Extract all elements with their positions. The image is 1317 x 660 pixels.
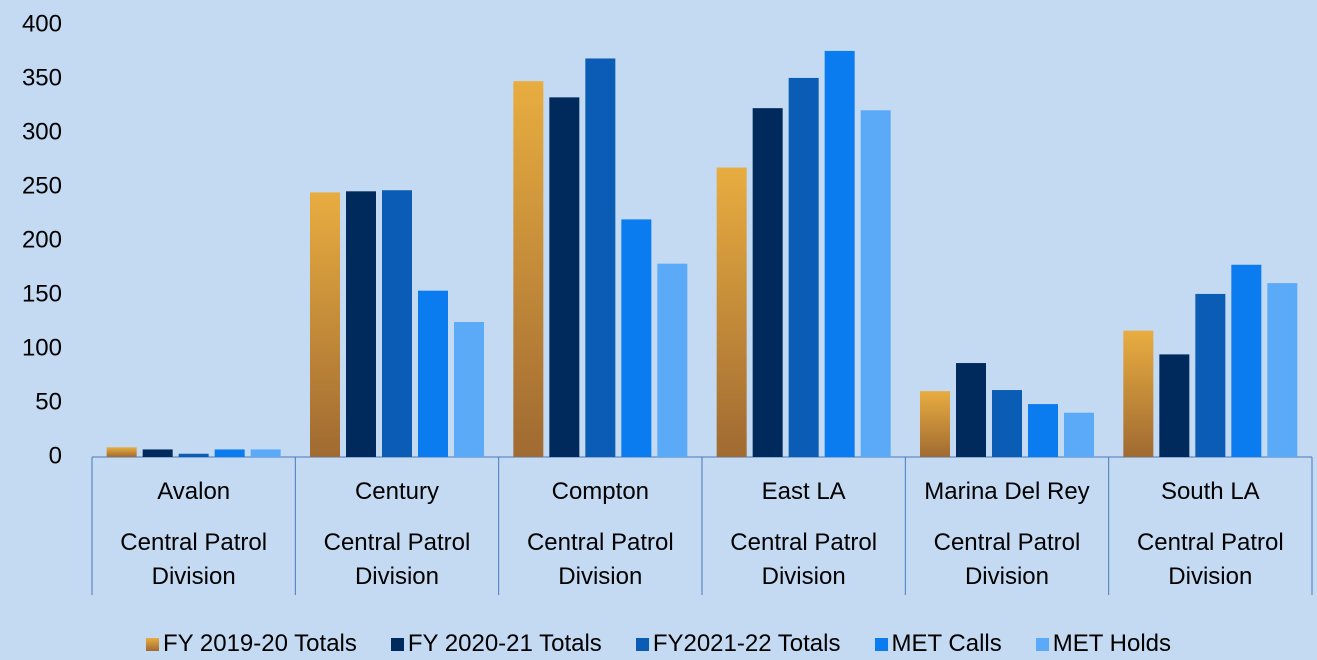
x-group-label: Central Patrol Division [1136, 529, 1284, 590]
bar [418, 290, 448, 457]
x-group-label: Central Patrol Division [730, 529, 878, 590]
bar [106, 447, 137, 457]
legend-swatch [1035, 637, 1049, 651]
legend-label: MET Holds [1052, 630, 1172, 657]
bar [549, 97, 580, 458]
bar [310, 192, 340, 457]
x-group-label: Central Patrol Division [933, 529, 1081, 590]
bar [1267, 283, 1298, 457]
y-tick-label: 0 [49, 442, 62, 469]
bar [1123, 330, 1154, 457]
legend-label: FY 2020-21 Totals [407, 630, 602, 657]
bar [716, 167, 747, 457]
y-tick-label: 400 [22, 10, 62, 37]
bar [178, 453, 209, 457]
bar [956, 363, 986, 457]
legend-swatch [874, 637, 888, 651]
bar [214, 449, 245, 457]
x-group-label: Central Patrol Division [526, 529, 674, 590]
bar [454, 322, 484, 457]
bar [1231, 264, 1262, 457]
legend-label: FY2021-22 Totals [652, 630, 841, 657]
legend-item: FY 2020-21 Totals [390, 630, 602, 658]
x-group-label: Central Patrol Division [323, 529, 471, 590]
bar [250, 449, 281, 457]
x-tick-label: Century [354, 478, 440, 505]
bar [1064, 412, 1094, 457]
x-tick-label: Marina Del Rey [924, 478, 1090, 505]
bar [1159, 354, 1190, 457]
y-tick-label: 250 [22, 172, 62, 199]
y-tick-label: 100 [22, 334, 62, 361]
legend: FY 2019-20 Totals FY 2020-21 Totals FY2021… [0, 630, 1317, 658]
x-tick-label: South LA [1160, 478, 1260, 505]
legend-swatch [390, 637, 404, 651]
x-tick-label: East LA [761, 478, 846, 505]
bar [1195, 293, 1226, 457]
bar [860, 110, 891, 457]
bar [382, 190, 412, 458]
bar [920, 391, 950, 457]
y-tick-label: 50 [35, 388, 62, 415]
bar [1028, 404, 1058, 457]
y-tick-label: 350 [22, 64, 62, 91]
x-group-label: Central Patrol Division [120, 529, 268, 590]
legend-item: MET Holds [1035, 630, 1172, 658]
bar [585, 58, 616, 457]
bar [992, 390, 1022, 457]
legend-label: FY 2019-20 Totals [162, 630, 357, 657]
x-tick-label: Compton [551, 478, 650, 505]
legend-item: MET Calls [874, 630, 1002, 658]
bar [346, 191, 376, 457]
bar [657, 263, 688, 457]
bar [752, 108, 783, 457]
legend-item: FY 2019-20 Totals [145, 630, 357, 658]
legend-label: MET Calls [891, 630, 1002, 657]
bar [621, 219, 652, 457]
bar [788, 77, 819, 458]
legend-swatch [145, 637, 159, 651]
bar [513, 81, 544, 457]
legend-item: FY2021-22 Totals [635, 630, 841, 658]
y-tick-label: 300 [22, 118, 62, 145]
bar [824, 50, 855, 458]
legend-swatch [635, 637, 649, 651]
y-tick-label: 200 [22, 226, 62, 253]
x-tick-label: Avalon [157, 478, 231, 505]
y-tick-label: 150 [22, 280, 62, 307]
bar [142, 449, 173, 457]
